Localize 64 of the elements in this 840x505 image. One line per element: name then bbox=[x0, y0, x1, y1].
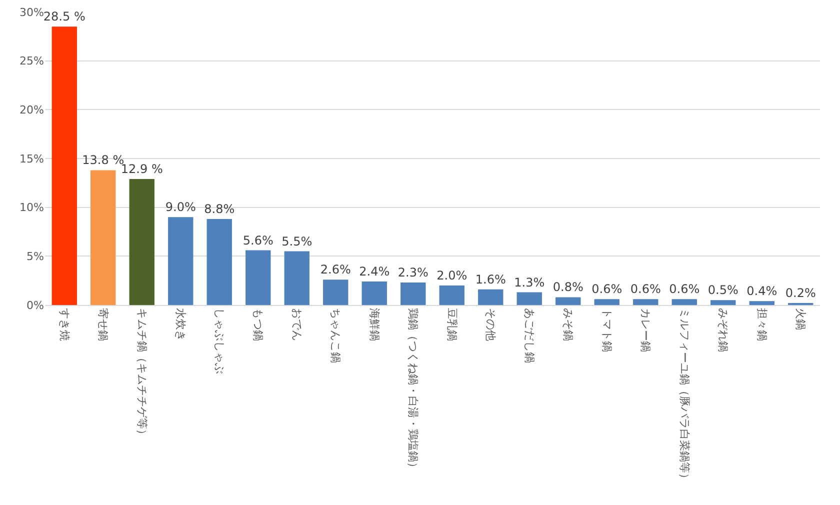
bar bbox=[710, 300, 736, 305]
x-tick-label: 寄せ鍋 bbox=[96, 308, 110, 342]
data-label: 0.4% bbox=[746, 284, 778, 298]
bar bbox=[52, 26, 77, 305]
bar bbox=[400, 282, 426, 305]
data-label: 0.6% bbox=[592, 282, 622, 296]
x-tick-label: 火鍋 bbox=[794, 308, 808, 330]
x-tick-label: 水炊き bbox=[174, 308, 188, 342]
x-tick-label: 豆乳鍋 bbox=[445, 308, 458, 342]
data-label: 9.0% bbox=[165, 200, 196, 214]
bar bbox=[323, 280, 348, 305]
x-tick-label: キムチ鍋（キムチチゲ等） bbox=[135, 308, 148, 440]
x-tick-label: あごだし鍋 bbox=[522, 308, 536, 364]
data-label: 2.4% bbox=[359, 264, 390, 279]
bar bbox=[516, 292, 542, 305]
x-tick-label: みぞれ鍋 bbox=[716, 308, 730, 352]
x-tick-label: 鶏鍋（つくね鍋・白湯・鶏塩鍋） bbox=[406, 308, 420, 474]
x-tick-label: ミルフィーユ鍋（豚バラ白菜鍋等） bbox=[678, 308, 691, 484]
x-tick-label: 担々鍋 bbox=[755, 308, 768, 342]
data-label: 8.8% bbox=[204, 202, 235, 216]
x-tick-label: おでん bbox=[290, 308, 304, 342]
data-label: 0.6% bbox=[669, 282, 700, 296]
x-tick-label: カレー鍋 bbox=[639, 308, 652, 352]
bar bbox=[168, 217, 194, 305]
data-label: 2.6% bbox=[320, 262, 351, 277]
bar bbox=[749, 301, 774, 305]
y-tick-label: 20% bbox=[20, 104, 44, 117]
x-tick-label: その他 bbox=[484, 308, 498, 342]
bar bbox=[478, 289, 504, 305]
data-label: 5.6% bbox=[242, 233, 274, 248]
bar bbox=[633, 299, 658, 305]
data-label: 0.6% bbox=[630, 282, 661, 296]
y-tick-label: 10% bbox=[20, 201, 44, 214]
data-label: 2.3% bbox=[398, 266, 428, 280]
bar bbox=[284, 251, 310, 305]
x-tick-label: 海鮮鍋 bbox=[368, 308, 381, 342]
bar bbox=[672, 299, 697, 305]
y-tick-label: 0% bbox=[26, 298, 44, 312]
x-tick-label: すき焼 bbox=[58, 308, 71, 342]
data-label: 5.5% bbox=[282, 234, 312, 248]
bar bbox=[206, 219, 232, 305]
data-label: 0.2% bbox=[785, 286, 816, 300]
bar bbox=[439, 285, 464, 305]
y-tick-label: 15% bbox=[20, 152, 44, 166]
bar bbox=[362, 282, 387, 305]
bar bbox=[594, 299, 620, 305]
data-label: 1.6% bbox=[475, 272, 506, 286]
x-tick-label: みそ鍋 bbox=[562, 308, 575, 342]
y-tick-label: 30% bbox=[20, 6, 44, 19]
x-tick-label: ちゃんこ鍋 bbox=[329, 308, 342, 364]
data-label: 0.5% bbox=[708, 283, 738, 298]
data-label: 0.8% bbox=[552, 280, 584, 294]
x-tick-label: トマト鍋 bbox=[600, 308, 614, 352]
y-tick-label: 25% bbox=[20, 54, 44, 68]
bar bbox=[129, 179, 154, 305]
x-tick-label: しゃぶしゃぶ bbox=[212, 308, 226, 374]
data-label: 1.3% bbox=[514, 275, 545, 290]
x-tick-label: もつ鍋 bbox=[252, 308, 265, 342]
data-label: 2.0% bbox=[436, 268, 468, 282]
data-label: 28.5 % bbox=[43, 10, 86, 24]
bar bbox=[246, 250, 271, 305]
bar bbox=[556, 297, 581, 305]
bar bbox=[90, 170, 116, 305]
y-tick-label: 5% bbox=[26, 250, 44, 264]
